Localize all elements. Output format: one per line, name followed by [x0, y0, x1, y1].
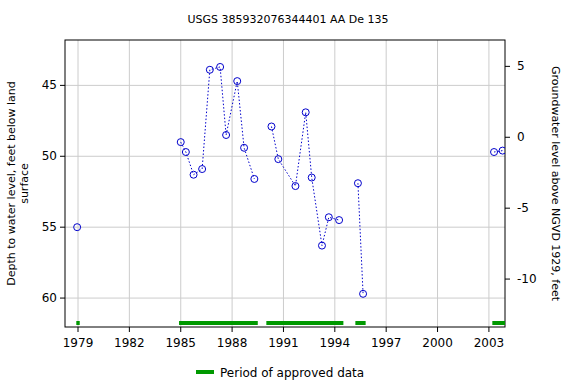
- tick: [334, 327, 335, 332]
- tick-label: 1994: [320, 336, 351, 350]
- plot-frame: [65, 40, 505, 327]
- approved-period: [76, 321, 79, 325]
- data-point: [251, 175, 258, 182]
- legend-label: Period of approved data: [220, 366, 364, 380]
- approved-period: [492, 321, 505, 325]
- tick: [437, 327, 438, 332]
- legend-swatch: [196, 370, 214, 374]
- grid-line: [65, 298, 505, 299]
- tick-label: 2000: [422, 336, 453, 350]
- axis-label: Groundwater level above NGVD 1929, feet: [549, 66, 562, 302]
- axis-label: surface: [18, 163, 31, 204]
- data-point: [360, 290, 367, 297]
- grid-line: [129, 40, 130, 327]
- data-point: [325, 214, 332, 221]
- tick-label: 1991: [268, 336, 299, 350]
- tick: [180, 327, 181, 332]
- grid-line: [334, 40, 335, 327]
- data-point: [190, 171, 197, 178]
- data-point: [234, 78, 241, 85]
- data-point: [302, 109, 309, 116]
- tick: [60, 227, 65, 228]
- data-point: [206, 66, 213, 73]
- grid-line: [78, 40, 79, 327]
- tick-label: 1997: [371, 336, 402, 350]
- grid-line: [488, 40, 489, 327]
- tick: [60, 156, 65, 157]
- data-point: [308, 174, 315, 181]
- tick: [283, 327, 284, 332]
- data-point: [223, 132, 230, 139]
- axis-label: Depth to water level, feet below land: [5, 81, 18, 286]
- tick: [232, 327, 233, 332]
- chart: 1979198219851988199119941997200020034550…: [0, 0, 576, 384]
- data-point: [268, 123, 275, 130]
- tick-label: 1979: [63, 336, 94, 350]
- data-point: [217, 63, 224, 70]
- data-point: [199, 166, 206, 173]
- grid-line: [65, 85, 505, 86]
- grid-line: [232, 40, 233, 327]
- data-point: [354, 180, 361, 187]
- tick-label: 2003: [474, 336, 505, 350]
- tick: [505, 279, 510, 280]
- tick-label: 55: [42, 220, 57, 234]
- tick: [505, 66, 510, 67]
- data-point: [177, 139, 184, 146]
- data-point: [292, 183, 299, 190]
- tick: [129, 327, 130, 332]
- tick-label: 60: [42, 291, 57, 305]
- tick-label: 45: [42, 78, 57, 92]
- plot-area: [74, 63, 505, 325]
- tick-label: 1988: [217, 336, 248, 350]
- grid-line: [65, 156, 505, 157]
- data-point: [318, 242, 325, 249]
- grid-line: [180, 40, 181, 327]
- tick-label: -10: [517, 272, 537, 286]
- approved-period: [179, 321, 258, 325]
- tick: [60, 85, 65, 86]
- approved-period: [266, 321, 343, 325]
- tick-label: 50: [42, 149, 57, 163]
- tick: [505, 208, 510, 209]
- data-line: [181, 67, 503, 294]
- grid-line: [437, 40, 438, 327]
- tick: [386, 327, 387, 332]
- data-point: [275, 156, 282, 163]
- approved-period: [355, 321, 365, 325]
- tick: [505, 137, 510, 138]
- tick: [78, 327, 79, 332]
- data-point: [499, 147, 505, 154]
- data-point: [182, 149, 189, 156]
- grid-line: [65, 227, 505, 228]
- grid-line: [386, 40, 387, 327]
- title: USGS 385932076344401 AA De 135: [187, 13, 388, 26]
- data-point: [491, 149, 498, 156]
- tick: [60, 298, 65, 299]
- data-point: [336, 217, 343, 224]
- data-point: [74, 224, 81, 231]
- tick-label: 1985: [165, 336, 196, 350]
- grid-line: [283, 40, 284, 327]
- tick-label: 0: [517, 130, 525, 144]
- tick-label: -5: [517, 201, 529, 215]
- data-point: [241, 144, 248, 151]
- tick-label: 1982: [114, 336, 145, 350]
- tick-label: 5: [517, 59, 525, 73]
- tick: [488, 327, 489, 332]
